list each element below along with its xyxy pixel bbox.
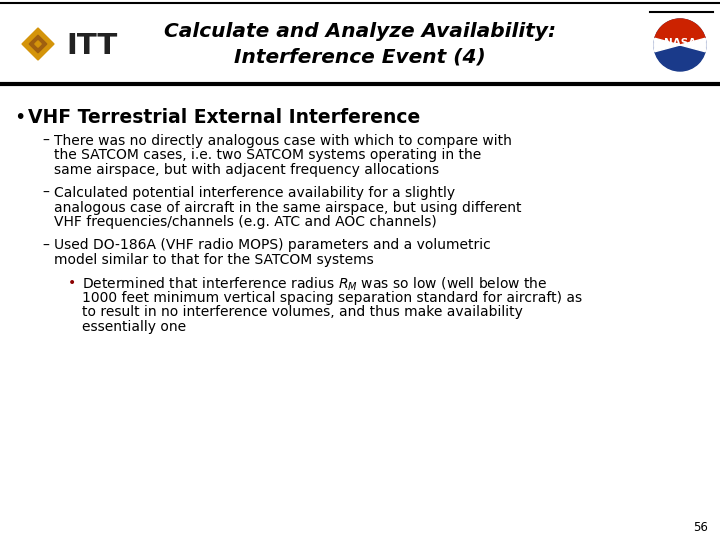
Circle shape [654, 19, 706, 71]
Polygon shape [30, 35, 47, 53]
Text: essentially one: essentially one [82, 320, 186, 334]
Text: There was no directly analogous case with which to compare with: There was no directly analogous case wit… [54, 134, 512, 148]
Text: 56: 56 [693, 521, 708, 534]
Polygon shape [35, 41, 41, 47]
Text: –: – [42, 134, 49, 148]
Text: the SATCOM cases, i.e. two SATCOM systems operating in the: the SATCOM cases, i.e. two SATCOM system… [54, 148, 481, 163]
Polygon shape [22, 28, 54, 60]
Text: analogous case of aircraft in the same airspace, but using different: analogous case of aircraft in the same a… [54, 201, 521, 215]
Text: Determined that interference radius $R_M$ was so low (well below the: Determined that interference radius $R_M… [82, 276, 547, 294]
Text: Calculate and Analyze Availability:
Interference Event (4): Calculate and Analyze Availability: Inte… [164, 22, 556, 66]
Text: VHF Terrestrial External Interference: VHF Terrestrial External Interference [28, 108, 420, 127]
Text: ITT: ITT [66, 32, 117, 60]
Text: •: • [68, 276, 76, 290]
Text: 1000 feet minimum vertical spacing separation standard for aircraft) as: 1000 feet minimum vertical spacing separ… [82, 291, 582, 305]
Wedge shape [654, 38, 680, 52]
Text: to result in no interference volumes, and thus make availability: to result in no interference volumes, an… [82, 305, 523, 319]
Text: –: – [42, 238, 49, 252]
Text: model similar to that for the SATCOM systems: model similar to that for the SATCOM sys… [54, 253, 374, 267]
Text: VHF frequencies/channels (e.g. ATC and AOC channels): VHF frequencies/channels (e.g. ATC and A… [54, 215, 437, 229]
Text: same airspace, but with adjacent frequency allocations: same airspace, but with adjacent frequen… [54, 163, 439, 177]
Text: •: • [14, 108, 25, 127]
Wedge shape [680, 38, 706, 52]
Text: NASA: NASA [664, 38, 696, 48]
Wedge shape [655, 19, 705, 45]
Text: –: – [42, 186, 49, 200]
Text: Used DO-186A (VHF radio MOPS) parameters and a volumetric: Used DO-186A (VHF radio MOPS) parameters… [54, 238, 491, 252]
Text: Calculated potential interference availability for a slightly: Calculated potential interference availa… [54, 186, 455, 200]
